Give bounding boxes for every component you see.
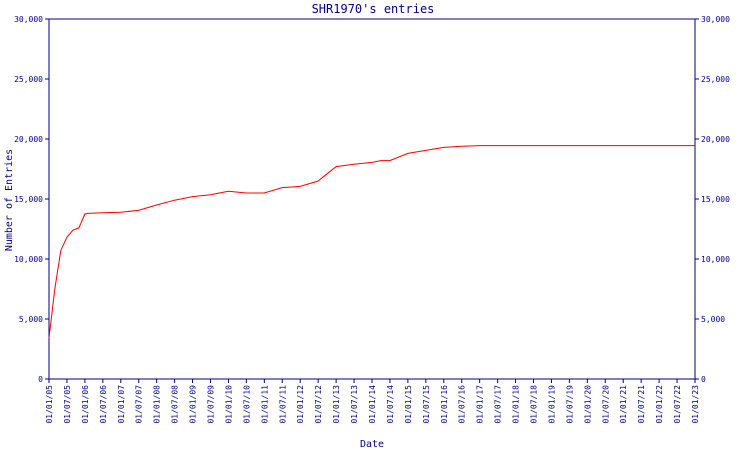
y-tick-label: 15,000	[14, 195, 43, 204]
y-tick-label: 30,000	[701, 15, 730, 24]
x-tick-label: 01/07/15	[422, 385, 431, 424]
x-tick-label: 01/01/23	[691, 385, 700, 424]
x-tick-label: 01/01/19	[547, 385, 556, 424]
x-tick-label: 01/01/09	[189, 385, 198, 424]
x-tick-label: 01/01/07	[117, 385, 126, 424]
y-axis-right: 0 5,000 10,000 15,000 20,000 25,000 30,000	[695, 15, 730, 384]
y-tick-label: 25,000	[14, 75, 43, 84]
y-tick-label: 0	[701, 375, 706, 384]
x-tick-label: 01/07/06	[99, 385, 108, 424]
y-tick-label: 10,000	[14, 255, 43, 264]
x-tick-label: 01/01/22	[655, 385, 664, 424]
x-tick-label: 01/01/05	[45, 385, 54, 424]
x-tick-label: 01/07/14	[386, 385, 395, 424]
y-tick-label: 5,000	[701, 315, 725, 324]
y-axis-label: Number of Entries	[4, 149, 15, 251]
y-axis-left: 0 5,000 10,000 15,000 20,000 25,000 30,000	[14, 15, 49, 384]
y-tick-label: 20,000	[14, 135, 43, 144]
x-axis-label: Date	[360, 439, 384, 450]
x-tick-label: 01/07/16	[458, 385, 467, 424]
x-tick-label: 01/01/11	[260, 385, 269, 424]
x-tick-label: 01/01/16	[440, 385, 449, 424]
x-tick-label: 01/07/21	[637, 385, 646, 424]
x-tick-label: 01/07/10	[242, 385, 251, 424]
x-tick-label: 01/07/05	[63, 385, 72, 424]
x-tick-label: 01/07/12	[314, 385, 323, 424]
series-line	[48, 145, 695, 339]
x-tick-label: 01/07/11	[278, 385, 287, 424]
x-tick-label: 01/01/15	[404, 385, 413, 424]
x-tick-label: 01/07/20	[601, 385, 610, 424]
x-tick-label: 01/01/06	[81, 385, 90, 424]
x-tick-label: 01/01/21	[619, 385, 628, 424]
x-tick-label: 01/07/19	[565, 385, 574, 424]
y-tick-label: 30,000	[14, 15, 43, 24]
y-tick-label: 10,000	[701, 255, 730, 264]
x-tick-label: 01/01/10	[224, 385, 233, 424]
x-axis: 01/01/05 01/07/05 01/01/06 01/07/06 01/01/07…	[45, 379, 700, 424]
x-tick-label: 01/01/12	[296, 385, 305, 424]
x-tick-label: 01/07/17	[494, 385, 503, 424]
x-tick-label: 01/01/08	[153, 385, 162, 424]
x-tick-label: 01/01/17	[476, 385, 485, 424]
x-tick-label: 01/07/07	[135, 385, 144, 424]
x-tick-label: 01/01/13	[332, 385, 341, 424]
y-tick-label: 20,000	[701, 135, 730, 144]
chart-title: SHR1970's entries	[312, 2, 435, 16]
x-tick-label: 01/07/13	[350, 385, 359, 424]
x-tick-label: 01/01/20	[583, 385, 592, 424]
y-tick-label: 0	[38, 375, 43, 384]
y-tick-label: 5,000	[19, 315, 43, 324]
x-tick-label: 01/01/18	[512, 385, 521, 424]
x-tick-label: 01/07/18	[530, 385, 539, 424]
x-tick-label: 01/07/22	[673, 385, 682, 424]
plot-area	[48, 18, 696, 380]
x-tick-label: 01/01/14	[368, 385, 377, 424]
x-tick-label: 01/07/08	[171, 385, 180, 424]
y-tick-label: 25,000	[701, 75, 730, 84]
x-tick-label: 01/07/09	[207, 385, 216, 424]
y-tick-label: 15,000	[701, 195, 730, 204]
